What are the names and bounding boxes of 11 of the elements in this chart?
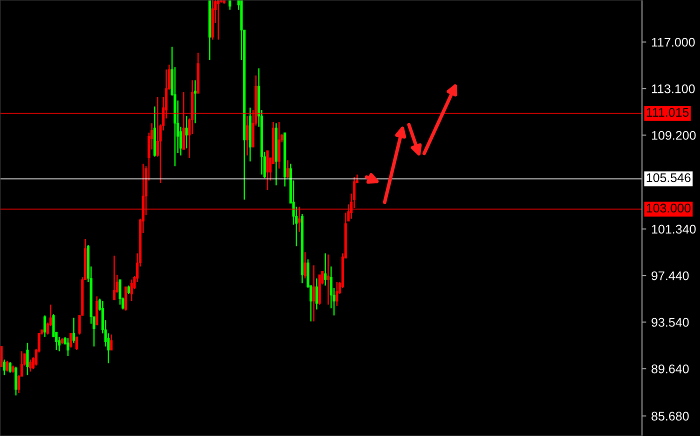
y-tick-label: 101.340 (652, 224, 696, 234)
ref-line-label: 111.015 (646, 108, 689, 117)
y-tick-label: 93.540 (652, 318, 689, 327)
ref-line-label: 103.000 (646, 204, 691, 213)
y-tick-label: 89.640 (652, 364, 689, 374)
y-tick-label: 113.100 (652, 84, 695, 94)
y-tick-label: 117.000 (652, 38, 695, 47)
y-tick-label: 109.200 (652, 130, 696, 140)
ref-line-label: 105.546 (646, 173, 690, 182)
y-tick-label: 97.440 (652, 271, 689, 280)
y-tick-label: 85.680 (652, 412, 689, 421)
